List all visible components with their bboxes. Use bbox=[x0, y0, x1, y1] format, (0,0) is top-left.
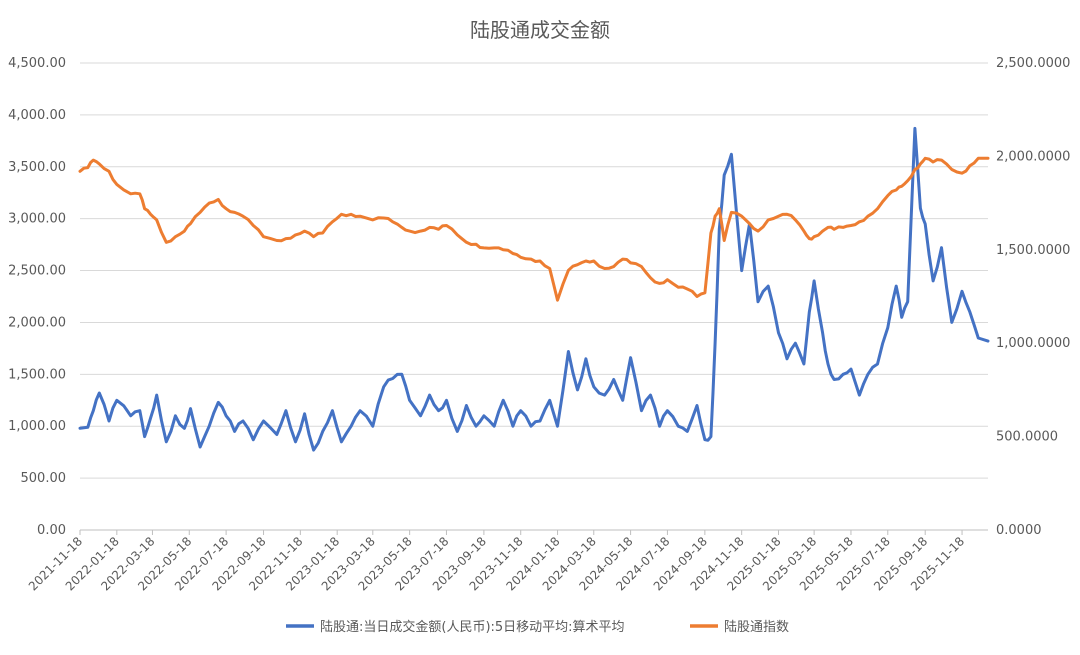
y-left-tick-label: 0.00 bbox=[37, 523, 66, 538]
y-left-tick-label: 3,000.00 bbox=[8, 212, 66, 227]
y-right-tick-label: 2,000.0000 bbox=[996, 149, 1070, 164]
y-left-tick-label: 4,000.00 bbox=[8, 108, 66, 123]
legend-label-turnover: 陆股通:当日成交金额(人民币):5日移动平均:算术平均 bbox=[320, 619, 625, 635]
series-line-turnover bbox=[78, 126, 990, 452]
legend: 陆股通:当日成交金额(人民币):5日移动平均:算术平均 陆股通指数 bbox=[286, 619, 789, 635]
y-right-tick-label: 2,500.0000 bbox=[996, 56, 1070, 71]
y-right-tick-label: 500.0000 bbox=[996, 430, 1058, 445]
grid-layer bbox=[80, 62, 988, 531]
y-left-tick-label: 1,000.00 bbox=[8, 419, 66, 434]
y-left-tick-label: 4,500.00 bbox=[8, 56, 66, 71]
y-left-tick-label: 2,500.00 bbox=[8, 264, 66, 279]
chart-title: 陆股通成交金额 bbox=[470, 18, 610, 42]
y-right-tick-label: 1,000.0000 bbox=[996, 336, 1070, 351]
left-axis: 0.00 500.00 1,000.00 1,500.00 2,000.00 2,500.… bbox=[8, 56, 66, 538]
y-left-tick-label: 1,500.00 bbox=[8, 367, 66, 382]
y-right-tick-label: 0.0000 bbox=[996, 523, 1042, 538]
legend-label-index: 陆股通指数 bbox=[724, 619, 789, 635]
y-left-tick-label: 3,500.00 bbox=[8, 160, 66, 175]
y-left-tick-label: 2,000.00 bbox=[8, 315, 66, 330]
y-right-tick-label: 1,500.0000 bbox=[996, 243, 1070, 258]
series-line-index bbox=[78, 156, 990, 302]
series-layer bbox=[78, 126, 990, 452]
right-axis: 0.0000 500.0000 1,000.0000 1,500.0000 2,000.… bbox=[996, 56, 1070, 538]
x-axis: 2021-11-182022-01-182022-03-182022-05-18… bbox=[26, 529, 988, 593]
y-left-tick-label: 500.00 bbox=[21, 471, 67, 486]
